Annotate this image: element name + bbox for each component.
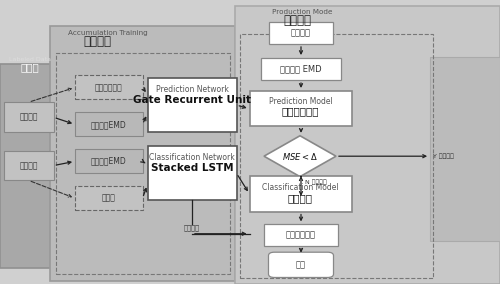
FancyBboxPatch shape bbox=[75, 75, 142, 99]
Text: Classification Network: Classification Network bbox=[149, 153, 235, 162]
Text: 生产环境: 生产环境 bbox=[284, 14, 312, 27]
Text: Labeled Data: Labeled Data bbox=[9, 57, 51, 62]
FancyBboxPatch shape bbox=[148, 78, 236, 132]
FancyBboxPatch shape bbox=[75, 112, 142, 136]
Text: Production Mode: Production Mode bbox=[272, 9, 333, 15]
FancyBboxPatch shape bbox=[261, 58, 341, 80]
Text: Stacked LSTM: Stacked LSTM bbox=[150, 163, 234, 173]
Text: 增量学习: 增量学习 bbox=[84, 35, 112, 48]
Text: Y 正常数据: Y 正常数据 bbox=[433, 153, 454, 159]
Text: 故障诊断: 故障诊断 bbox=[288, 193, 313, 203]
Text: 结束: 结束 bbox=[296, 260, 306, 270]
FancyBboxPatch shape bbox=[235, 6, 500, 284]
Text: 特征工场EMD: 特征工场EMD bbox=[91, 120, 126, 129]
Text: 有效样本筛选: 有效样本筛选 bbox=[95, 83, 122, 92]
FancyBboxPatch shape bbox=[264, 224, 338, 246]
FancyBboxPatch shape bbox=[50, 26, 235, 281]
Text: 故障样本: 故障样本 bbox=[19, 161, 38, 170]
FancyBboxPatch shape bbox=[148, 146, 236, 200]
Text: 重采样: 重采样 bbox=[102, 194, 116, 203]
Text: Prediction Network: Prediction Network bbox=[156, 85, 228, 94]
Text: $MSE < \Delta$: $MSE < \Delta$ bbox=[282, 151, 318, 162]
Text: 特征工场EMD: 特征工场EMD bbox=[91, 157, 126, 166]
FancyBboxPatch shape bbox=[4, 151, 53, 180]
FancyBboxPatch shape bbox=[269, 22, 333, 44]
FancyBboxPatch shape bbox=[75, 149, 142, 173]
Text: Gate Recurrent Unit: Gate Recurrent Unit bbox=[133, 95, 251, 105]
Polygon shape bbox=[264, 136, 336, 177]
FancyBboxPatch shape bbox=[75, 186, 142, 210]
FancyBboxPatch shape bbox=[430, 57, 500, 241]
Text: Classification Model: Classification Model bbox=[262, 183, 339, 192]
Text: 线上数据: 线上数据 bbox=[291, 28, 311, 37]
Text: Accumulation Training: Accumulation Training bbox=[68, 30, 148, 36]
FancyBboxPatch shape bbox=[0, 64, 61, 268]
Text: 故障诊断结果: 故障诊断结果 bbox=[286, 231, 316, 240]
Text: 故障数据: 故障数据 bbox=[184, 224, 200, 231]
Text: 特征工程 EMD: 特征工程 EMD bbox=[280, 64, 322, 74]
FancyBboxPatch shape bbox=[4, 102, 53, 132]
Text: N 异常数据: N 异常数据 bbox=[305, 179, 327, 185]
Text: 异常数据检测: 异常数据检测 bbox=[282, 106, 320, 117]
FancyBboxPatch shape bbox=[250, 176, 352, 212]
Text: 正常样本: 正常样本 bbox=[19, 113, 38, 122]
Text: 冷启动: 冷启动 bbox=[20, 62, 40, 73]
FancyBboxPatch shape bbox=[250, 91, 352, 126]
FancyBboxPatch shape bbox=[268, 252, 334, 277]
Text: Prediction Model: Prediction Model bbox=[268, 97, 332, 106]
